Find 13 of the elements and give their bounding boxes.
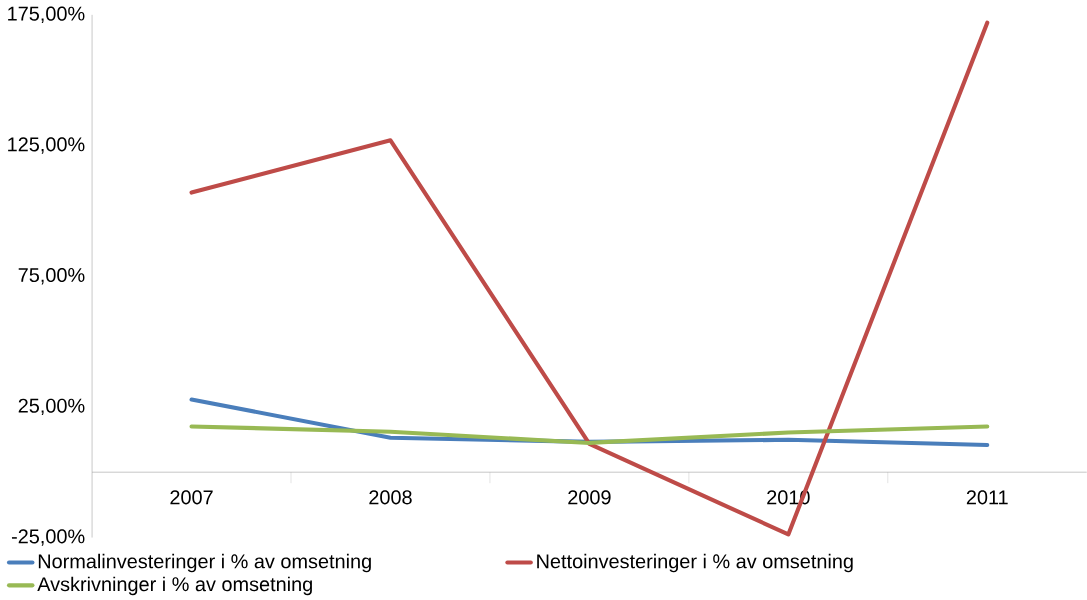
y-tick-label: 75,00% (18, 268, 85, 285)
y-tick-label: 125,00% (8, 137, 85, 154)
y-tick-label: 25,00% (18, 398, 85, 416)
legend-label: Nettoinvesteringer i % av omsetning (537, 553, 853, 573)
y-tick-label: -25,00% (11, 529, 85, 546)
line-series (189, 424, 990, 446)
legend-label: Normalinvesteringer i % av omsetning (38, 553, 371, 573)
x-tick-label: 2011 (966, 490, 1008, 505)
x-tick-label: 2008 (369, 490, 412, 505)
x-tick-label: 2007 (170, 490, 213, 505)
legend-label: Avskrivninger i % av omsetning (37, 576, 312, 596)
y-tick-label: 175,00% (8, 6, 85, 24)
x-tick-label: 2009 (568, 490, 611, 505)
